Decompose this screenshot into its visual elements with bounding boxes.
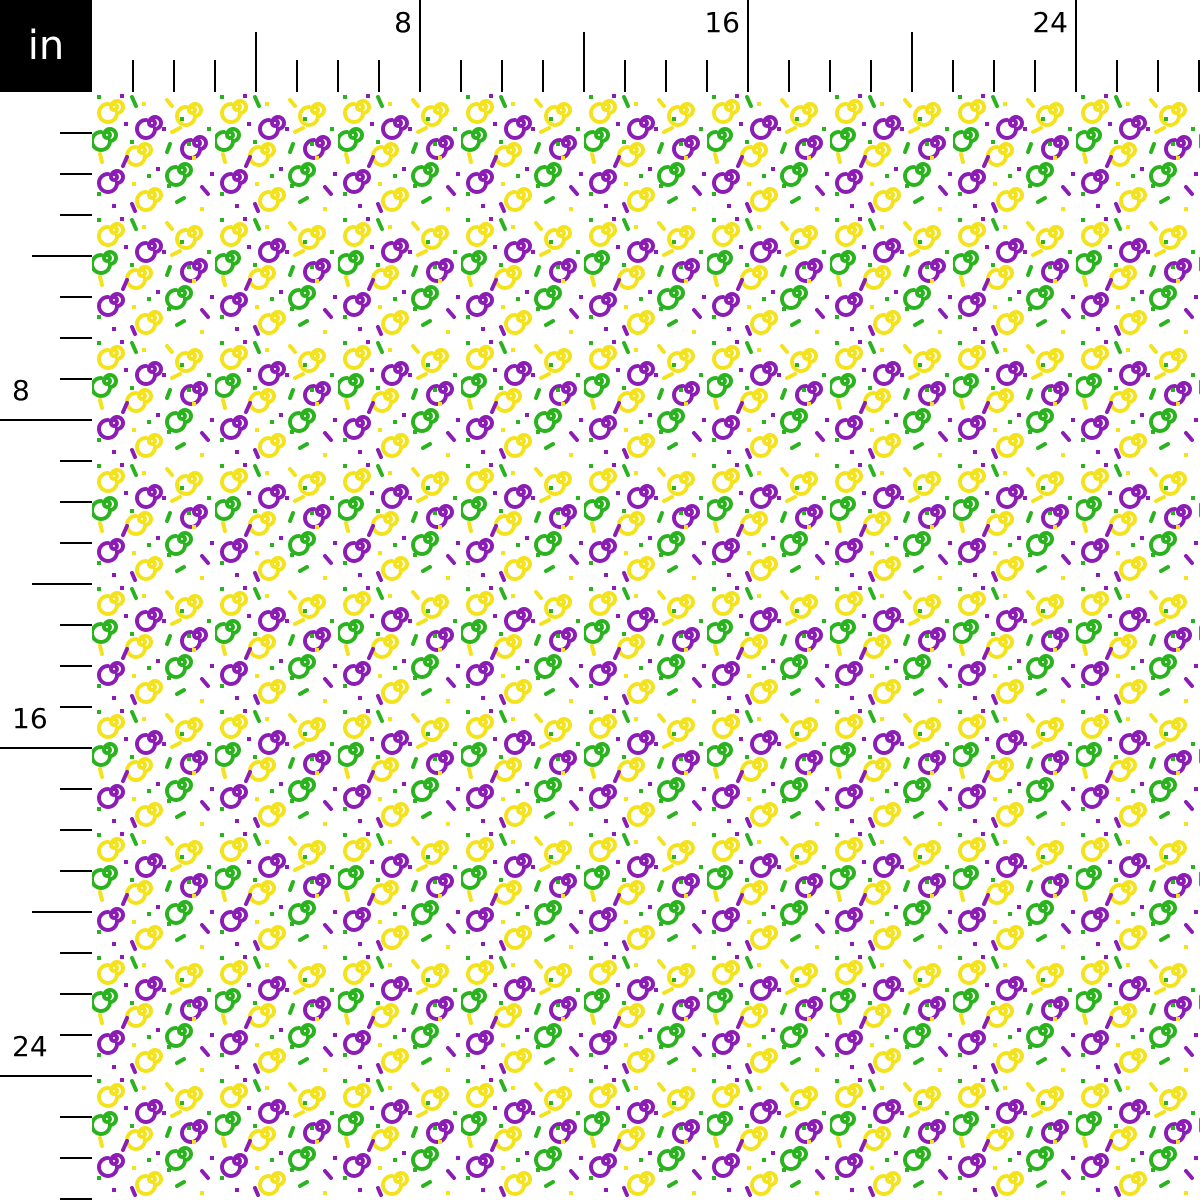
left-ruler-label: 16: [12, 702, 48, 735]
top-ruler-label: 24: [1032, 6, 1068, 39]
left-ruler-label: 8: [12, 374, 30, 407]
fabric-swatch: [92, 92, 1200, 1200]
top-ruler-label: 16: [704, 6, 740, 39]
unit-badge: in: [0, 0, 92, 92]
top-ruler-label: 8: [394, 6, 412, 39]
left-ruler-label: 24: [12, 1030, 48, 1063]
